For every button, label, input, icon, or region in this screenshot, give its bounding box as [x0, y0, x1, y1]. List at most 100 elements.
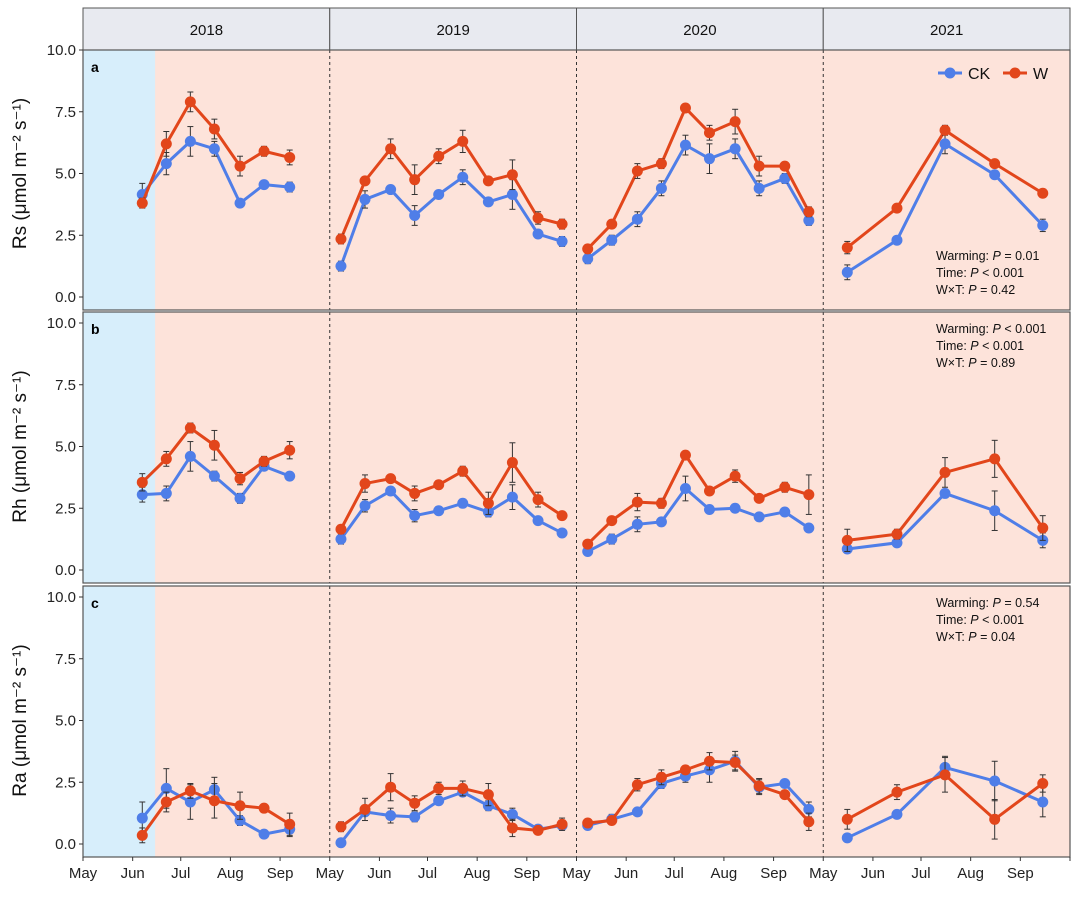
x-tick-label: Jul — [665, 865, 684, 882]
data-point-CK — [679, 482, 691, 494]
stats-annotation: Time: P < 0.001 — [936, 266, 1024, 280]
data-point-W — [234, 800, 246, 812]
y-tick-label: 10.0 — [47, 315, 76, 332]
data-point-W — [703, 485, 715, 497]
panel-a: 0.0 2.5 5.0 7.5 10.0 Rs (μmol m⁻² s⁻¹) a Warmin… — [10, 42, 1071, 311]
stats-label: W×T: — [936, 356, 968, 370]
stats-annotation: Time: P < 0.001 — [936, 613, 1024, 627]
data-point-W — [359, 478, 371, 490]
stats-value: = 0.01 — [1001, 249, 1040, 263]
data-point-W — [506, 457, 518, 469]
data-point-CK — [234, 815, 246, 827]
stats-value: = 0.89 — [977, 356, 1016, 370]
data-point-CK — [433, 188, 445, 200]
x-tick-label: May — [809, 865, 838, 882]
data-point-CK — [939, 487, 951, 499]
data-point-W — [753, 492, 765, 504]
data-point-W — [582, 243, 594, 255]
data-point-W — [532, 494, 544, 506]
data-point-CK — [234, 197, 246, 209]
data-point-W — [1037, 187, 1049, 199]
data-point-CK — [258, 179, 270, 191]
x-tick-label: Sep — [1007, 865, 1034, 882]
stats-p-symbol: P — [968, 283, 977, 297]
data-point-W — [655, 771, 667, 783]
data-point-W — [506, 169, 518, 181]
data-point-W — [729, 756, 741, 768]
data-point-W — [841, 242, 853, 254]
data-point-W — [989, 453, 1001, 465]
stats-value: = 0.42 — [977, 283, 1016, 297]
data-point-W — [234, 473, 246, 485]
data-point-CK — [753, 182, 765, 194]
data-point-W — [284, 818, 296, 830]
data-point-W — [753, 780, 765, 792]
data-point-CK — [582, 253, 594, 265]
x-tick-label: Aug — [464, 865, 491, 882]
panel-background — [83, 312, 1070, 583]
data-point-CK — [631, 213, 643, 225]
data-point-CK — [184, 450, 196, 462]
data-point-CK — [606, 234, 618, 246]
data-point-W — [208, 439, 220, 451]
data-point-W — [335, 821, 347, 833]
data-point-CK — [655, 182, 667, 194]
data-point-W — [482, 789, 494, 801]
data-point-W — [359, 803, 371, 815]
y-tick-label: 5.0 — [55, 713, 76, 730]
data-point-W — [939, 466, 951, 478]
data-point-W — [482, 497, 494, 509]
stats-p-symbol: P — [993, 249, 1002, 263]
data-point-W — [184, 96, 196, 108]
data-point-CK — [779, 172, 791, 184]
data-point-CK — [532, 515, 544, 527]
y-tick-label: 7.5 — [55, 651, 76, 668]
stats-label: Time: — [936, 266, 970, 280]
x-tick-label: Jul — [418, 865, 437, 882]
data-point-CK — [208, 470, 220, 482]
stats-label: Warming: — [936, 249, 993, 263]
series-W — [136, 752, 1049, 844]
series-line-W — [586, 453, 810, 546]
data-point-W — [556, 818, 568, 830]
data-point-CK — [729, 502, 741, 514]
data-point-W — [433, 479, 445, 491]
data-point-W — [385, 781, 397, 793]
y-tick-label: 10.0 — [47, 589, 76, 606]
data-point-CK — [335, 837, 347, 849]
data-point-CK — [803, 214, 815, 226]
data-point-CK — [160, 158, 172, 170]
data-point-CK — [482, 196, 494, 208]
stats-p-symbol: P — [968, 356, 977, 370]
data-point-W — [1037, 777, 1049, 789]
y-tick-label: 0.0 — [55, 836, 76, 853]
data-point-CK — [284, 470, 296, 482]
y-tick-label: 5.0 — [55, 166, 76, 183]
data-point-W — [184, 422, 196, 434]
data-point-W — [556, 510, 568, 522]
panel-background — [83, 586, 1070, 857]
data-point-CK — [409, 811, 421, 823]
facet-strip — [82, 7, 331, 51]
y-tick-label: 0.0 — [55, 562, 76, 579]
stats-value: < 0.001 — [979, 339, 1025, 353]
data-point-W — [779, 160, 791, 172]
data-point-CK — [753, 511, 765, 523]
series-line-CK — [339, 489, 563, 541]
data-point-W — [234, 160, 246, 172]
data-point-W — [703, 127, 715, 139]
data-point-CK — [385, 184, 397, 196]
data-point-CK — [409, 209, 421, 221]
data-point-CK — [779, 506, 791, 518]
data-point-CK — [532, 228, 544, 240]
data-point-CK — [939, 138, 951, 150]
data-point-CK — [457, 497, 469, 509]
data-point-W — [208, 123, 220, 135]
stats-annotation: Warming: P = 0.01 — [936, 249, 1039, 263]
data-point-W — [385, 473, 397, 485]
data-point-CK — [779, 777, 791, 789]
x-tick-label: Jun — [367, 865, 391, 882]
data-point-W — [703, 755, 715, 767]
data-point-W — [779, 481, 791, 493]
data-point-CK — [891, 537, 903, 549]
